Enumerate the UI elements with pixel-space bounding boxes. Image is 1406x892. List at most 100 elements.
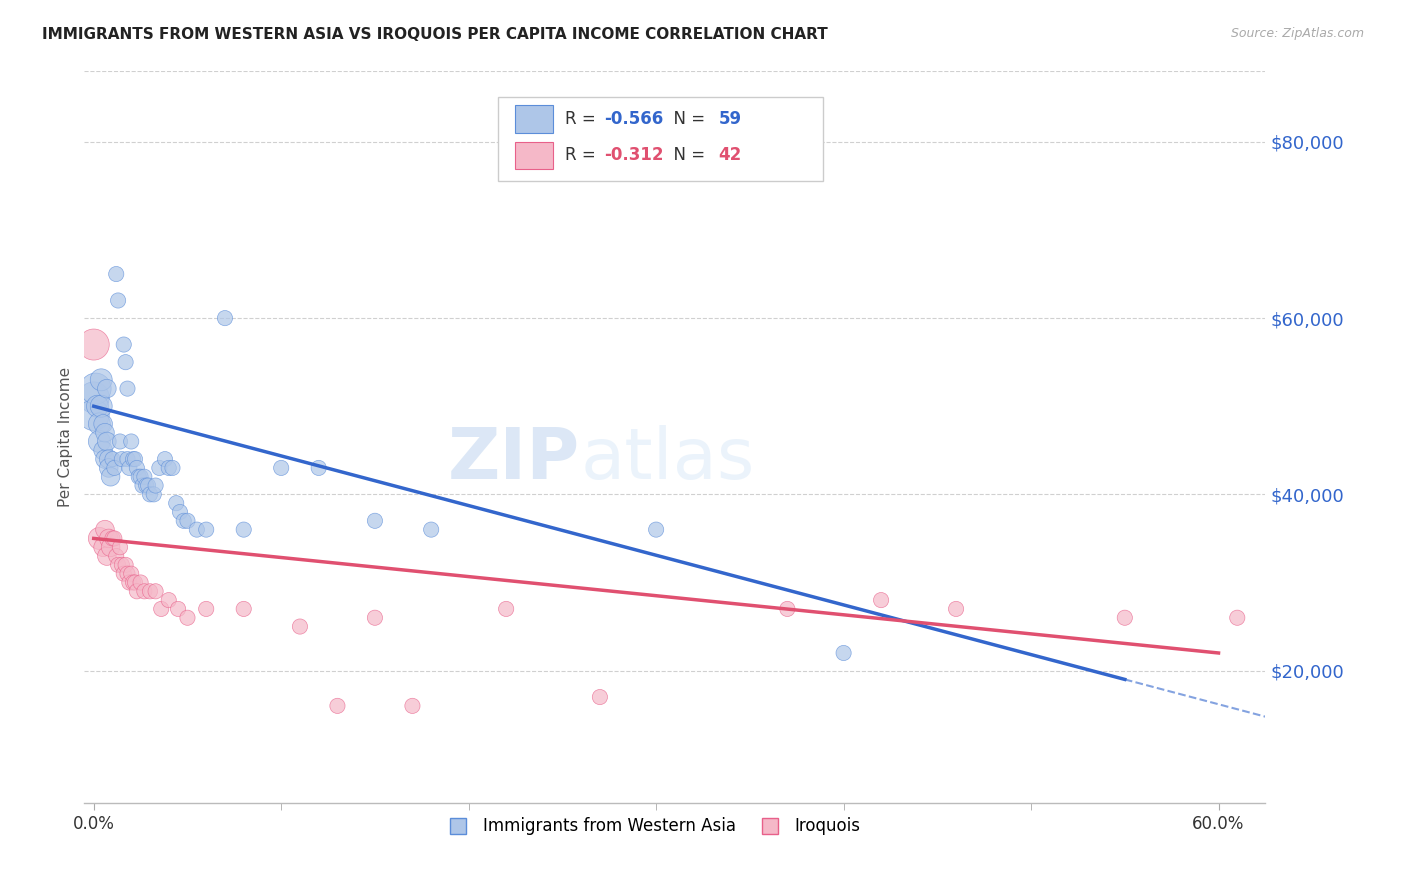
Point <box>136 478 159 492</box>
Point <box>169 505 191 519</box>
Point <box>94 452 117 467</box>
Point <box>153 452 176 467</box>
Text: N =: N = <box>664 111 710 128</box>
Point <box>125 584 148 599</box>
Point <box>214 311 236 326</box>
Point <box>117 382 139 396</box>
Point <box>108 540 131 554</box>
Point <box>326 698 349 713</box>
Point <box>117 452 139 467</box>
Point <box>103 532 125 546</box>
Point <box>134 584 156 599</box>
Point <box>122 575 145 590</box>
Point <box>96 434 118 449</box>
Point <box>97 532 120 546</box>
Point <box>105 549 128 563</box>
Point <box>100 540 122 554</box>
Point <box>101 532 124 546</box>
Point <box>86 399 108 413</box>
Point <box>103 461 125 475</box>
Point <box>232 523 254 537</box>
FancyBboxPatch shape <box>516 105 553 133</box>
Text: Source: ZipAtlas.com: Source: ZipAtlas.com <box>1230 27 1364 40</box>
Point <box>288 619 311 633</box>
Point <box>420 523 443 537</box>
Point <box>129 469 152 483</box>
Point <box>135 478 157 492</box>
Text: 59: 59 <box>718 111 742 128</box>
Point <box>84 382 107 396</box>
Point <box>128 469 150 483</box>
Point <box>107 293 129 308</box>
Point <box>111 452 134 467</box>
Point <box>145 584 167 599</box>
Point <box>165 496 187 510</box>
Point <box>167 602 190 616</box>
Point <box>120 434 142 449</box>
Point <box>832 646 855 660</box>
Y-axis label: Per Capita Income: Per Capita Income <box>58 367 73 508</box>
Point <box>107 558 129 572</box>
Point <box>495 602 517 616</box>
FancyBboxPatch shape <box>498 97 823 181</box>
Text: -0.312: -0.312 <box>605 146 664 164</box>
Point <box>117 566 139 581</box>
Point <box>89 417 111 431</box>
Point <box>157 461 180 475</box>
Point <box>118 461 141 475</box>
Point <box>945 602 967 616</box>
Point <box>90 399 112 413</box>
Point <box>176 611 198 625</box>
Point <box>91 417 114 431</box>
Point <box>94 425 117 440</box>
Point <box>97 452 120 467</box>
Point <box>125 461 148 475</box>
Point <box>145 478 167 492</box>
Point <box>176 514 198 528</box>
Point <box>195 523 218 537</box>
Point <box>1226 611 1249 625</box>
Point <box>150 602 173 616</box>
Point <box>195 602 218 616</box>
Point <box>83 408 105 422</box>
Point <box>870 593 893 607</box>
Point <box>112 337 135 351</box>
Point <box>91 540 114 554</box>
Point <box>139 584 162 599</box>
Point <box>97 461 120 475</box>
Point <box>100 469 122 483</box>
Point <box>270 461 292 475</box>
Text: R =: R = <box>565 111 600 128</box>
Point <box>173 514 195 528</box>
Text: atlas: atlas <box>581 425 755 493</box>
Point <box>120 566 142 581</box>
Point <box>131 478 153 492</box>
Point <box>142 487 165 501</box>
Point <box>124 575 146 590</box>
Point <box>162 461 184 475</box>
Point <box>139 487 162 501</box>
Point <box>105 267 128 281</box>
Point <box>645 523 668 537</box>
Point <box>776 602 799 616</box>
Point <box>89 532 111 546</box>
Point <box>118 575 141 590</box>
Text: ZIP: ZIP <box>449 425 581 493</box>
Point <box>96 382 118 396</box>
Point <box>122 452 145 467</box>
Point <box>1114 611 1136 625</box>
Point <box>114 558 136 572</box>
Point <box>114 355 136 369</box>
Point <box>94 523 117 537</box>
Text: R =: R = <box>565 146 600 164</box>
Text: IMMIGRANTS FROM WESTERN ASIA VS IROQUOIS PER CAPITA INCOME CORRELATION CHART: IMMIGRANTS FROM WESTERN ASIA VS IROQUOIS… <box>42 27 828 42</box>
Point <box>111 558 134 572</box>
Legend: Immigrants from Western Asia, Iroquois: Immigrants from Western Asia, Iroquois <box>434 811 868 842</box>
Point <box>108 434 131 449</box>
Text: 42: 42 <box>718 146 742 164</box>
Point <box>124 452 146 467</box>
Text: N =: N = <box>664 146 710 164</box>
Point <box>83 391 105 405</box>
Point <box>96 549 118 563</box>
Point <box>83 337 105 351</box>
